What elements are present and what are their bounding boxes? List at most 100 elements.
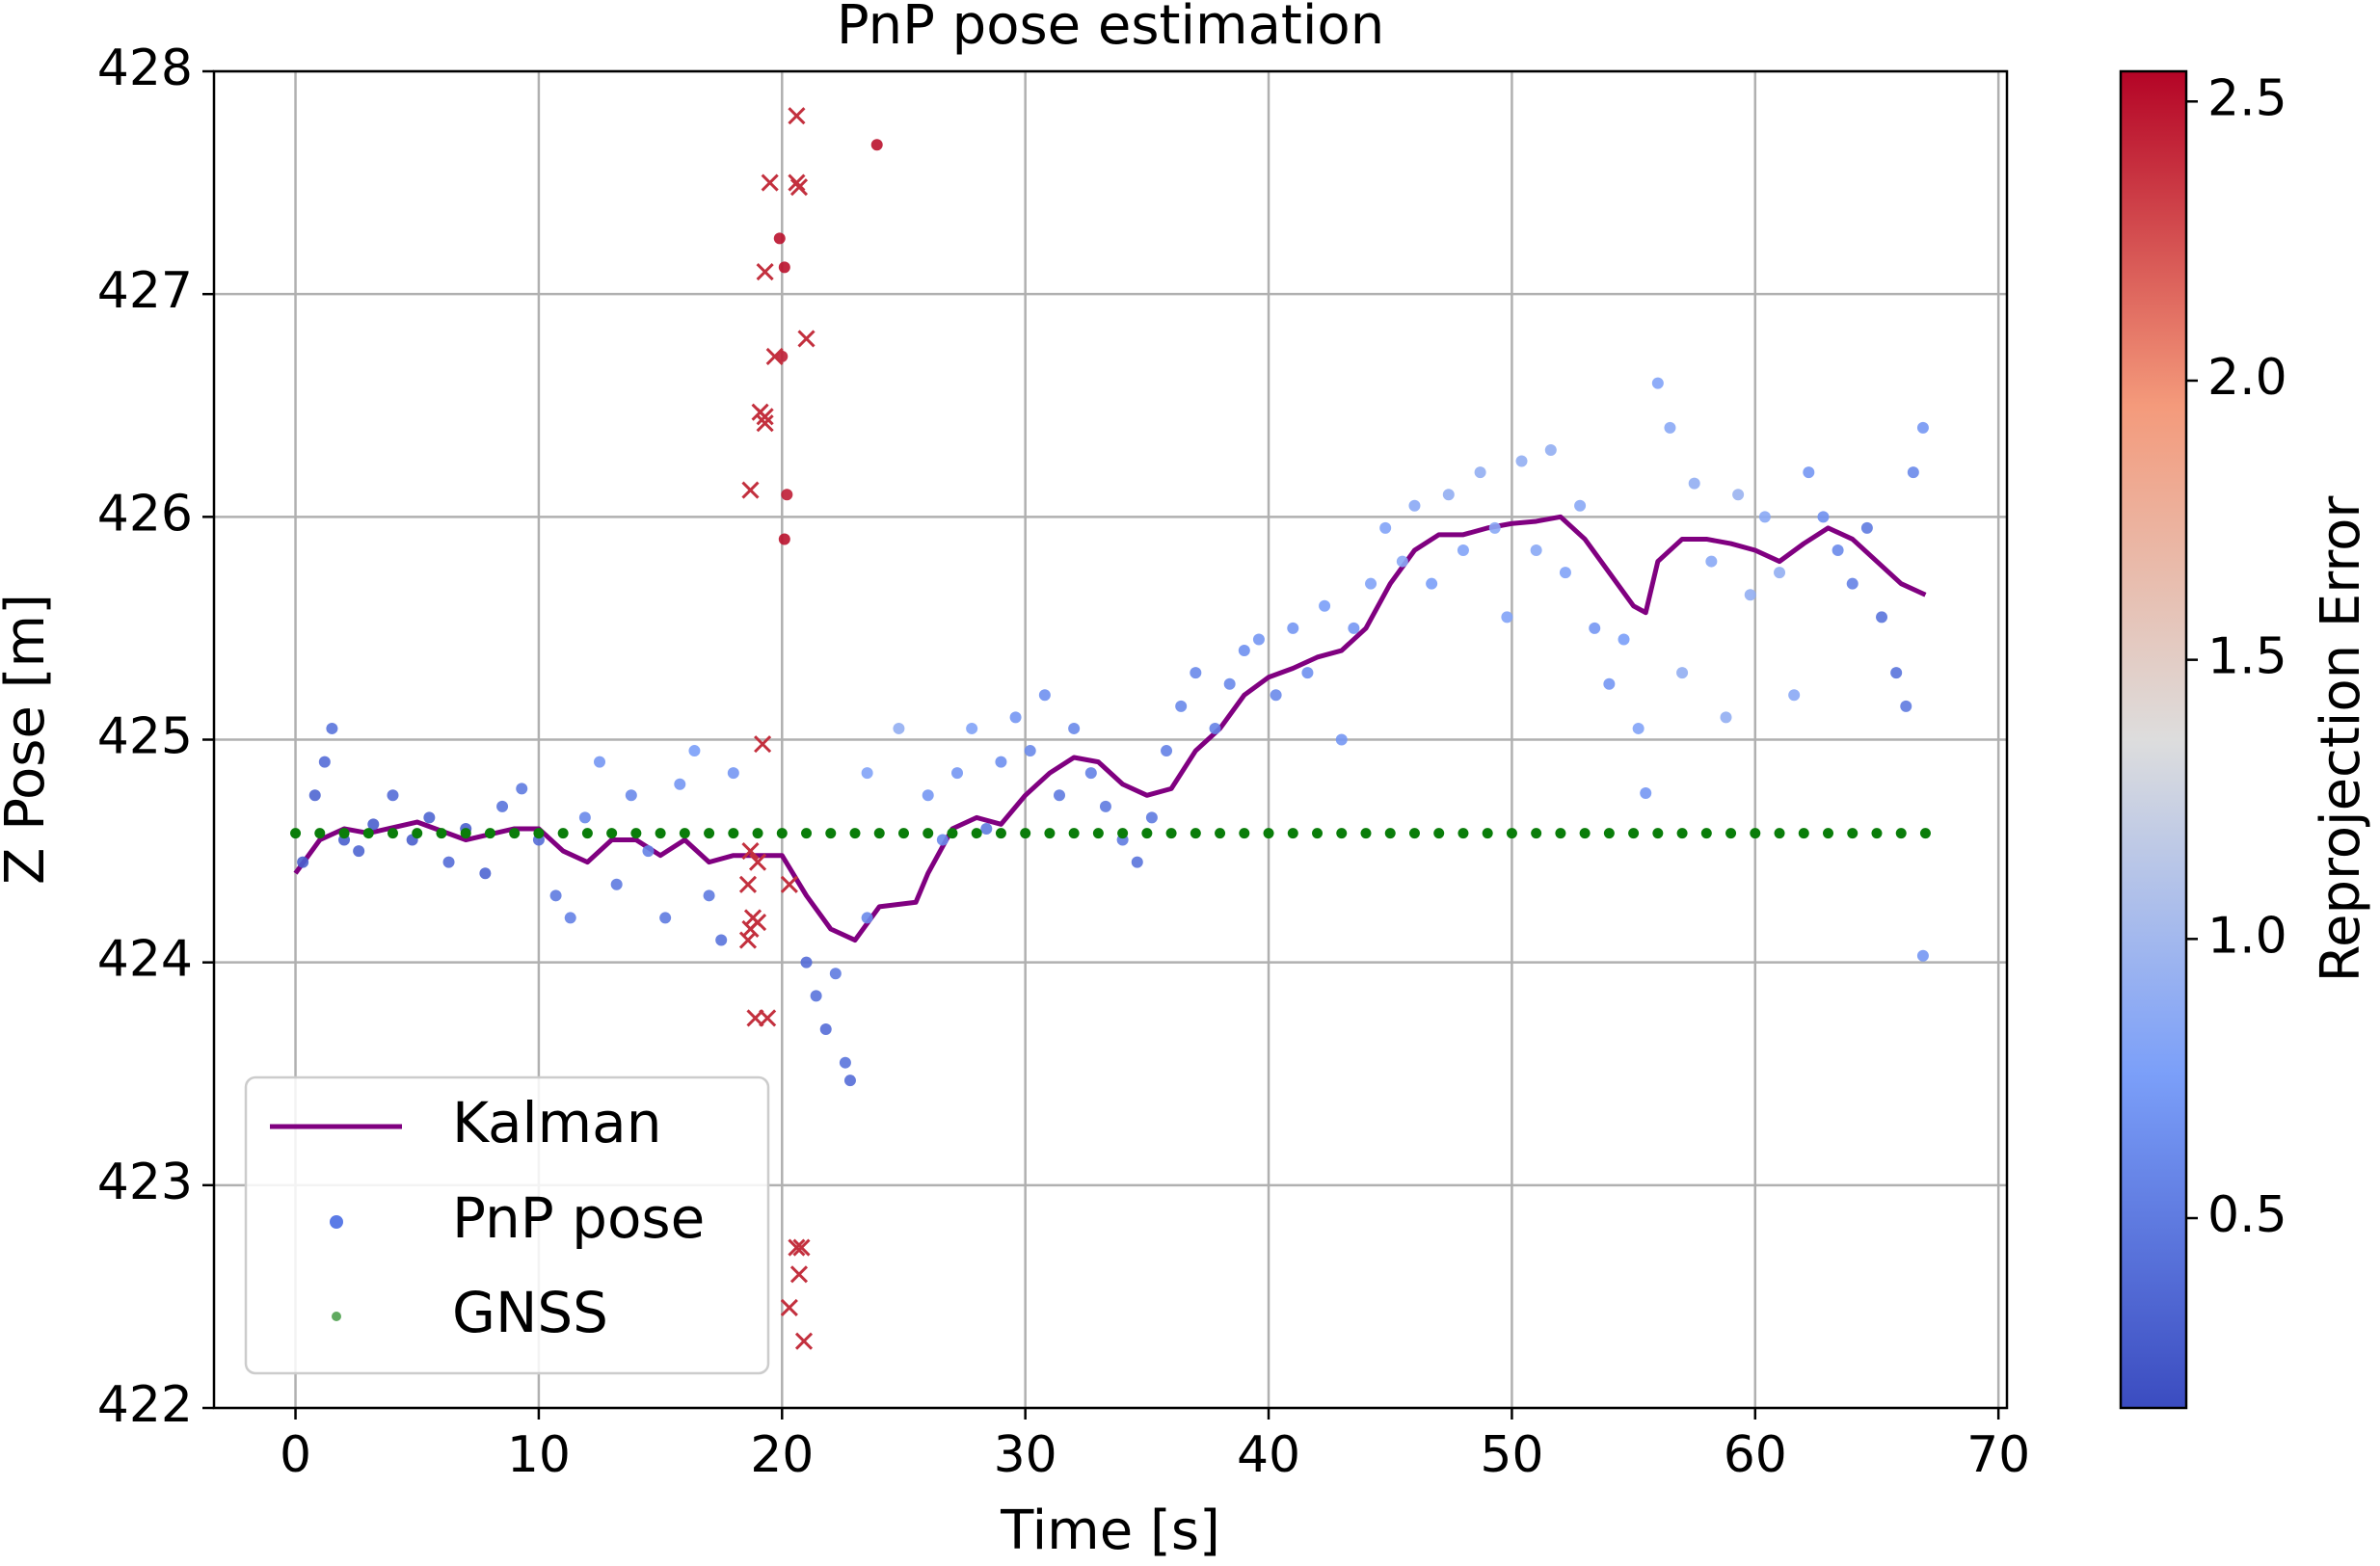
gnss-point [1263,828,1274,839]
gnss-point [1579,828,1591,839]
plot-area [290,107,1931,1350]
gnss-point [995,828,1006,839]
pnp-point [1530,544,1542,557]
pnp-point [1744,589,1756,601]
pnp-point [1720,711,1732,724]
outlier-marker [756,414,774,433]
pnp-point [861,912,873,924]
gnss-point [484,828,495,839]
pnp-point [1603,677,1616,690]
gnss-point [728,828,739,839]
pnp-point [594,756,606,768]
pnp-point [893,722,905,734]
pnp-point [479,867,492,880]
gnss-point [1068,828,1080,839]
pnp-point [1270,689,1282,702]
gnss-point [1603,828,1615,839]
gnss-point [1700,828,1712,839]
pnp-point [1365,577,1377,590]
pnp-point [1099,800,1111,812]
gnss-point [1141,828,1153,839]
pnp-point [1876,611,1888,624]
pnp-point [1640,786,1652,799]
pnp-point [1900,700,1912,712]
pnp-point [1335,733,1348,746]
outlier-marker [738,931,758,949]
outlier-marker [765,347,784,365]
pnp-point [1084,767,1097,780]
pnp-point [1846,577,1859,590]
pnp-point [1705,555,1718,568]
y-axis-label: Z Pose [m] [0,594,57,885]
pnp-point [922,789,934,802]
pnp-point [1907,466,1919,479]
gnss-point [1336,828,1348,839]
pnp-point [1916,949,1929,962]
pnp-point [564,912,576,924]
colorbar-tick-label: 1.0 [2207,907,2287,965]
pnp-point [1223,677,1236,690]
pnp-point [1916,421,1929,434]
pnp-point [688,745,701,757]
gnss-point [947,828,958,839]
pnp-point [442,856,455,868]
outlier-marker [792,1238,811,1257]
y-tick-label: 428 [97,40,193,97]
y-tick-label: 422 [97,1376,193,1434]
pnp-point [1788,689,1801,702]
pnp-point [951,767,964,780]
pnp-point [995,756,1007,768]
colorbar-tick-label: 2.0 [2207,349,2287,407]
colorbar-tick-label: 0.5 [2207,1186,2287,1244]
pnp-point [1209,722,1221,734]
pnp-point [642,845,655,858]
gnss-point [1433,828,1445,839]
gnss-point [1676,828,1688,839]
pnp-point [781,489,793,501]
gnss-point [362,828,374,839]
outlier-marker [780,1298,798,1317]
outlier-marker [789,1265,809,1284]
gnss-point [897,828,909,839]
pnp-point [1488,521,1501,534]
gnss-point [581,828,593,839]
pnp-point [1688,477,1700,490]
x-tick-label: 10 [507,1426,571,1484]
pnp-point [1559,567,1571,579]
pnp-point [1501,611,1513,624]
gnss-point [1482,828,1493,839]
pnp-point [703,889,715,902]
gnss-point [460,828,471,839]
pnp-point [1589,622,1601,634]
gnss-point [606,828,618,839]
gnss-point [1895,828,1907,839]
y-tick-label: 424 [97,931,193,989]
pnp-point [578,811,591,824]
gnss-point [1239,828,1250,839]
x-tick-label: 50 [1480,1426,1543,1484]
pnp-point [308,789,321,802]
gnss-point [509,828,521,839]
pnp-point [1145,811,1158,824]
outlier-marker [754,735,772,754]
pnp-point [1379,521,1392,534]
pnp-point [1396,555,1408,568]
pnp-point [800,956,813,969]
pnp-point [297,856,309,868]
gnss-point [971,828,982,839]
gnss-point [679,828,690,839]
pnp-point [1131,856,1143,868]
gnss-point [801,828,813,839]
pnp-point [778,533,790,545]
pnp-point [423,811,436,824]
gnss-point [1384,828,1396,839]
pnp-point [1348,622,1360,634]
gnss-point [557,828,569,839]
pnp-point [1890,667,1903,679]
legend-label: GNSS [452,1280,608,1345]
kalman-line [293,514,1927,943]
gnss-point [1531,828,1542,839]
gnss-point [1823,828,1834,839]
x-tick-label: 30 [994,1426,1057,1484]
gnss-point [1092,828,1104,839]
